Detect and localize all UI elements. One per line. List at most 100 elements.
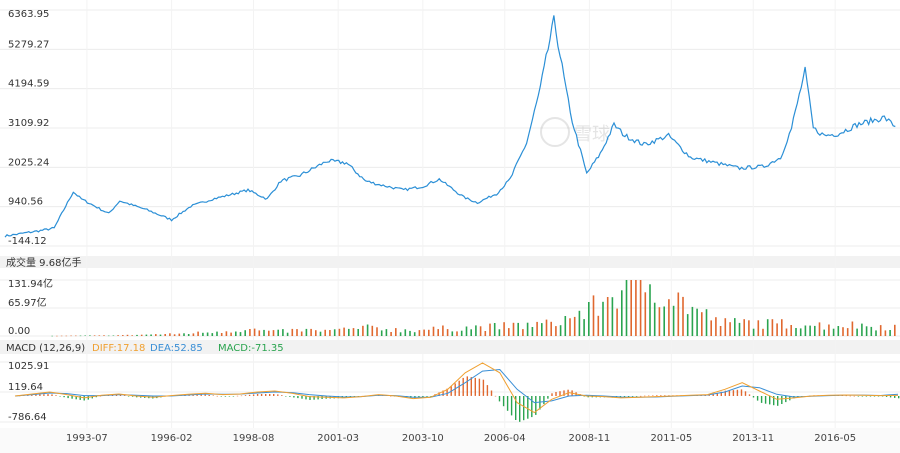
macd-bar: [881, 396, 884, 397]
price-tick-label: 3109.92: [8, 118, 49, 129]
macd-bar: [260, 394, 263, 396]
macd-bar: [769, 396, 771, 405]
macd-bar: [51, 394, 53, 396]
macd-bar: [196, 394, 198, 396]
macd-bar: [309, 396, 311, 400]
macd-legend-dea: DEA:52.85: [150, 343, 203, 354]
volume-bar: [879, 325, 882, 336]
volume-bar: [75, 335, 77, 337]
volume-bar: [757, 320, 760, 336]
volume-bar: [489, 323, 491, 336]
macd-bar: [301, 396, 303, 399]
volume-bar: [98, 335, 101, 336]
volume-bar: [413, 332, 416, 336]
volume-bar: [790, 325, 792, 336]
volume-bar: [503, 322, 505, 336]
volume-bar: [875, 330, 877, 336]
macd-bar: [732, 390, 735, 396]
volume-bar: [239, 332, 242, 336]
volume-bar: [348, 328, 350, 336]
volume-bar: [475, 325, 477, 336]
macd-bar: [889, 396, 892, 398]
volume-bar: [253, 328, 256, 336]
volume-bar: [649, 284, 651, 336]
macd-bar: [498, 396, 501, 402]
macd-bar: [563, 390, 565, 396]
volume-tick-label: 131.94亿: [8, 277, 53, 290]
volume-bar: [588, 302, 590, 336]
macd-bar: [547, 396, 549, 399]
macd-bar: [724, 390, 726, 396]
volume-bar: [682, 296, 684, 336]
macd-bar: [289, 396, 291, 397]
macd-bar: [748, 394, 751, 396]
volume-bar: [658, 307, 661, 336]
macd-bar: [430, 396, 432, 397]
volume-bar: [799, 328, 802, 336]
volume-bar: [70, 335, 72, 337]
macd-bar: [861, 396, 864, 397]
macd-header-band: [0, 340, 900, 354]
volume-bar: [865, 326, 868, 336]
macd-bar: [543, 396, 545, 405]
volume-bar: [235, 331, 237, 336]
macd-legend-macd: MACD:-71.35: [218, 343, 284, 354]
volume-bar: [258, 330, 261, 336]
volume-bar: [376, 327, 378, 336]
macd-bar: [777, 396, 779, 406]
watermark-logo-icon: [540, 117, 570, 147]
price-tick-label: 6363.95: [8, 9, 49, 20]
price-panel: 6363.95 5279.27 4194.59 3109.92 2025.24 940.5…: [4, 9, 896, 247]
volume-bar: [616, 308, 618, 336]
volume-bar: [60, 335, 63, 337]
volume-bar: [390, 332, 392, 336]
volume-bar: [380, 330, 383, 336]
macd-legend-diff: DIFF:17.18: [92, 343, 145, 354]
price-tick-label: -144.12: [8, 236, 47, 247]
macd-bar: [716, 392, 718, 396]
volume-bar: [409, 330, 411, 336]
volume-bar: [79, 335, 82, 337]
macd-bar: [273, 394, 275, 396]
macd-bar: [559, 391, 561, 396]
volume-bar: [621, 290, 623, 336]
macd-bar: [515, 396, 517, 420]
macd-bar: [281, 395, 283, 396]
x-tick-label: 1993-07: [66, 433, 108, 444]
volume-bar: [277, 329, 279, 336]
macd-bar: [712, 394, 714, 396]
volume-bar: [428, 329, 430, 336]
volume-bar: [418, 330, 421, 336]
macd-bar: [204, 394, 206, 396]
volume-bar: [451, 331, 454, 336]
volume-bar: [851, 321, 854, 336]
volume-bar: [653, 302, 656, 336]
volume-bar: [112, 335, 115, 336]
volume-bar: [324, 329, 326, 336]
macd-bar: [232, 396, 235, 397]
volume-bar: [65, 335, 68, 337]
volume-bar: [724, 318, 727, 336]
volume-bar: [183, 333, 185, 336]
volume-bar: [206, 332, 209, 336]
macd-bar: [192, 394, 194, 396]
macd-bar: [115, 394, 118, 396]
macd-bar: [720, 391, 722, 396]
macd-bar: [760, 396, 763, 403]
volume-tick-label: 65.97亿: [8, 296, 47, 309]
volume-bar: [545, 319, 548, 336]
macd-bar: [494, 395, 497, 397]
volume-bar: [795, 328, 797, 336]
macd-bar: [240, 395, 243, 397]
macd-bar: [79, 396, 81, 400]
macd-bar: [535, 396, 537, 415]
macd-bar: [555, 392, 557, 396]
macd-bar: [728, 390, 731, 396]
macd-bar: [885, 396, 888, 397]
macd-bar: [752, 396, 755, 398]
macd-bar: [285, 396, 287, 397]
macd-bar: [744, 391, 747, 396]
volume-bar: [785, 328, 788, 336]
volume-bar: [93, 335, 96, 336]
volume-bar: [630, 280, 632, 336]
